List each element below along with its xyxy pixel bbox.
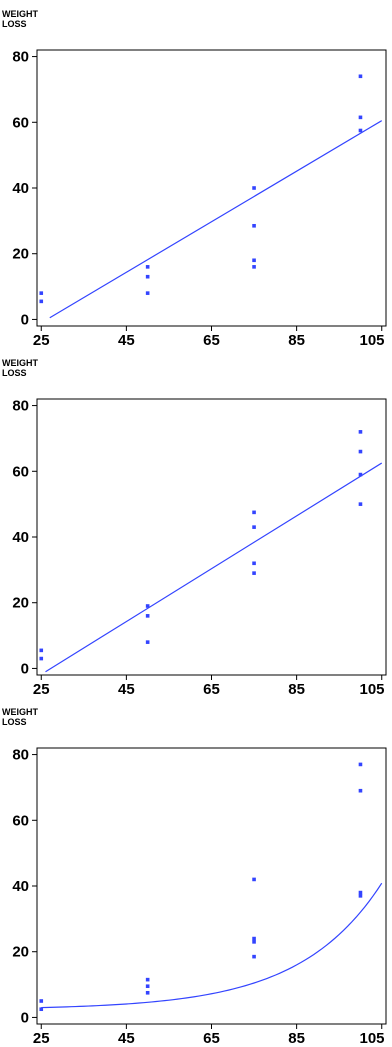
data-point (252, 571, 256, 575)
data-point (145, 614, 150, 618)
y-tick-label: 0 (21, 1009, 29, 1026)
y-axis-label-line-1: WEIGHT (2, 358, 38, 368)
plot-frame (36, 398, 387, 676)
x-tick-label: 45 (118, 1030, 135, 1047)
data-point (252, 510, 256, 515)
x-tick-label: 85 (288, 681, 305, 698)
data-point (39, 299, 44, 304)
data-point (358, 894, 363, 898)
y-tick-label: 40 (12, 529, 29, 546)
data-point (145, 604, 150, 608)
fit-line (49, 120, 383, 319)
data-point (252, 186, 256, 190)
data-point (252, 258, 256, 263)
data-point (145, 977, 150, 982)
data-point (39, 291, 44, 295)
y-tick-label: 0 (21, 660, 29, 677)
data-point (145, 274, 150, 279)
data-point (252, 223, 256, 228)
x-tick-label: 65 (203, 332, 220, 349)
data-point (358, 502, 363, 506)
chart-panel-1: WEIGHT LOSS 0 20 40 60 80 25 45 65 85 105 (0, 0, 392, 349)
data-point (252, 877, 256, 882)
x-tick-label: 65 (203, 1030, 220, 1047)
data-point (39, 999, 44, 1003)
data-point (358, 788, 363, 793)
x-tick-label: 25 (33, 1030, 50, 1047)
y-tick-label: 20 (12, 246, 29, 263)
data-point (252, 940, 256, 944)
y-axis-label-line-1: WEIGHT (2, 9, 38, 19)
x-tick-label: 25 (33, 332, 50, 349)
y-tick-label: 60 (12, 463, 29, 480)
x-tick-label: 25 (33, 681, 50, 698)
x-tick-label: 105 (359, 681, 384, 698)
data-point (358, 74, 363, 79)
x-tick-label: 105 (359, 1030, 384, 1047)
y-axis-label-line-1: WEIGHT (2, 707, 38, 717)
data-point (145, 984, 150, 989)
x-tick-label: 105 (359, 332, 384, 349)
fit-line (45, 462, 383, 673)
chart-panel-3: WEIGHT LOSS 0 20 40 60 80 25 45 65 85 105 (0, 698, 392, 1047)
plot-frame (36, 747, 387, 1025)
data-point (252, 265, 256, 269)
chart-panel-2: WEIGHT LOSS 0 20 40 60 80 25 45 65 85 105 (0, 349, 392, 698)
x-tick-label: 85 (288, 332, 305, 349)
data-point (252, 936, 256, 941)
y-tick-label: 80 (12, 49, 29, 66)
x-tick-label: 45 (118, 332, 135, 349)
data-point (39, 648, 44, 653)
fit-line (41, 882, 383, 1009)
y-tick-label: 20 (12, 595, 29, 612)
data-point (358, 430, 363, 434)
x-tick-label: 85 (288, 1030, 305, 1047)
y-tick-label: 80 (12, 747, 29, 764)
data-point (252, 525, 256, 529)
data-point (358, 128, 363, 133)
y-axis-label-line-2: LOSS (2, 717, 27, 727)
y-axis-label-line-2: LOSS (2, 368, 27, 378)
data-point (145, 990, 150, 995)
y-tick-label: 0 (21, 311, 29, 328)
data-point (358, 890, 363, 895)
y-tick-label: 20 (12, 944, 29, 961)
y-tick-label: 80 (12, 398, 29, 415)
x-tick-label: 65 (203, 681, 220, 698)
data-point (39, 656, 44, 661)
x-tick-label: 45 (118, 681, 135, 698)
y-axis-label-line-2: LOSS (2, 19, 27, 29)
data-point (39, 1007, 44, 1012)
data-point (252, 561, 256, 566)
data-point (358, 115, 363, 120)
data-point (252, 954, 256, 959)
data-point (358, 762, 363, 767)
data-point (358, 449, 363, 454)
plot-frame (36, 49, 387, 327)
y-tick-label: 40 (12, 878, 29, 895)
data-point (358, 472, 363, 477)
y-tick-label: 40 (12, 180, 29, 197)
y-tick-label: 60 (12, 812, 29, 829)
y-tick-label: 60 (12, 114, 29, 131)
data-point (145, 265, 150, 269)
data-point (145, 640, 150, 644)
data-point (145, 291, 150, 295)
